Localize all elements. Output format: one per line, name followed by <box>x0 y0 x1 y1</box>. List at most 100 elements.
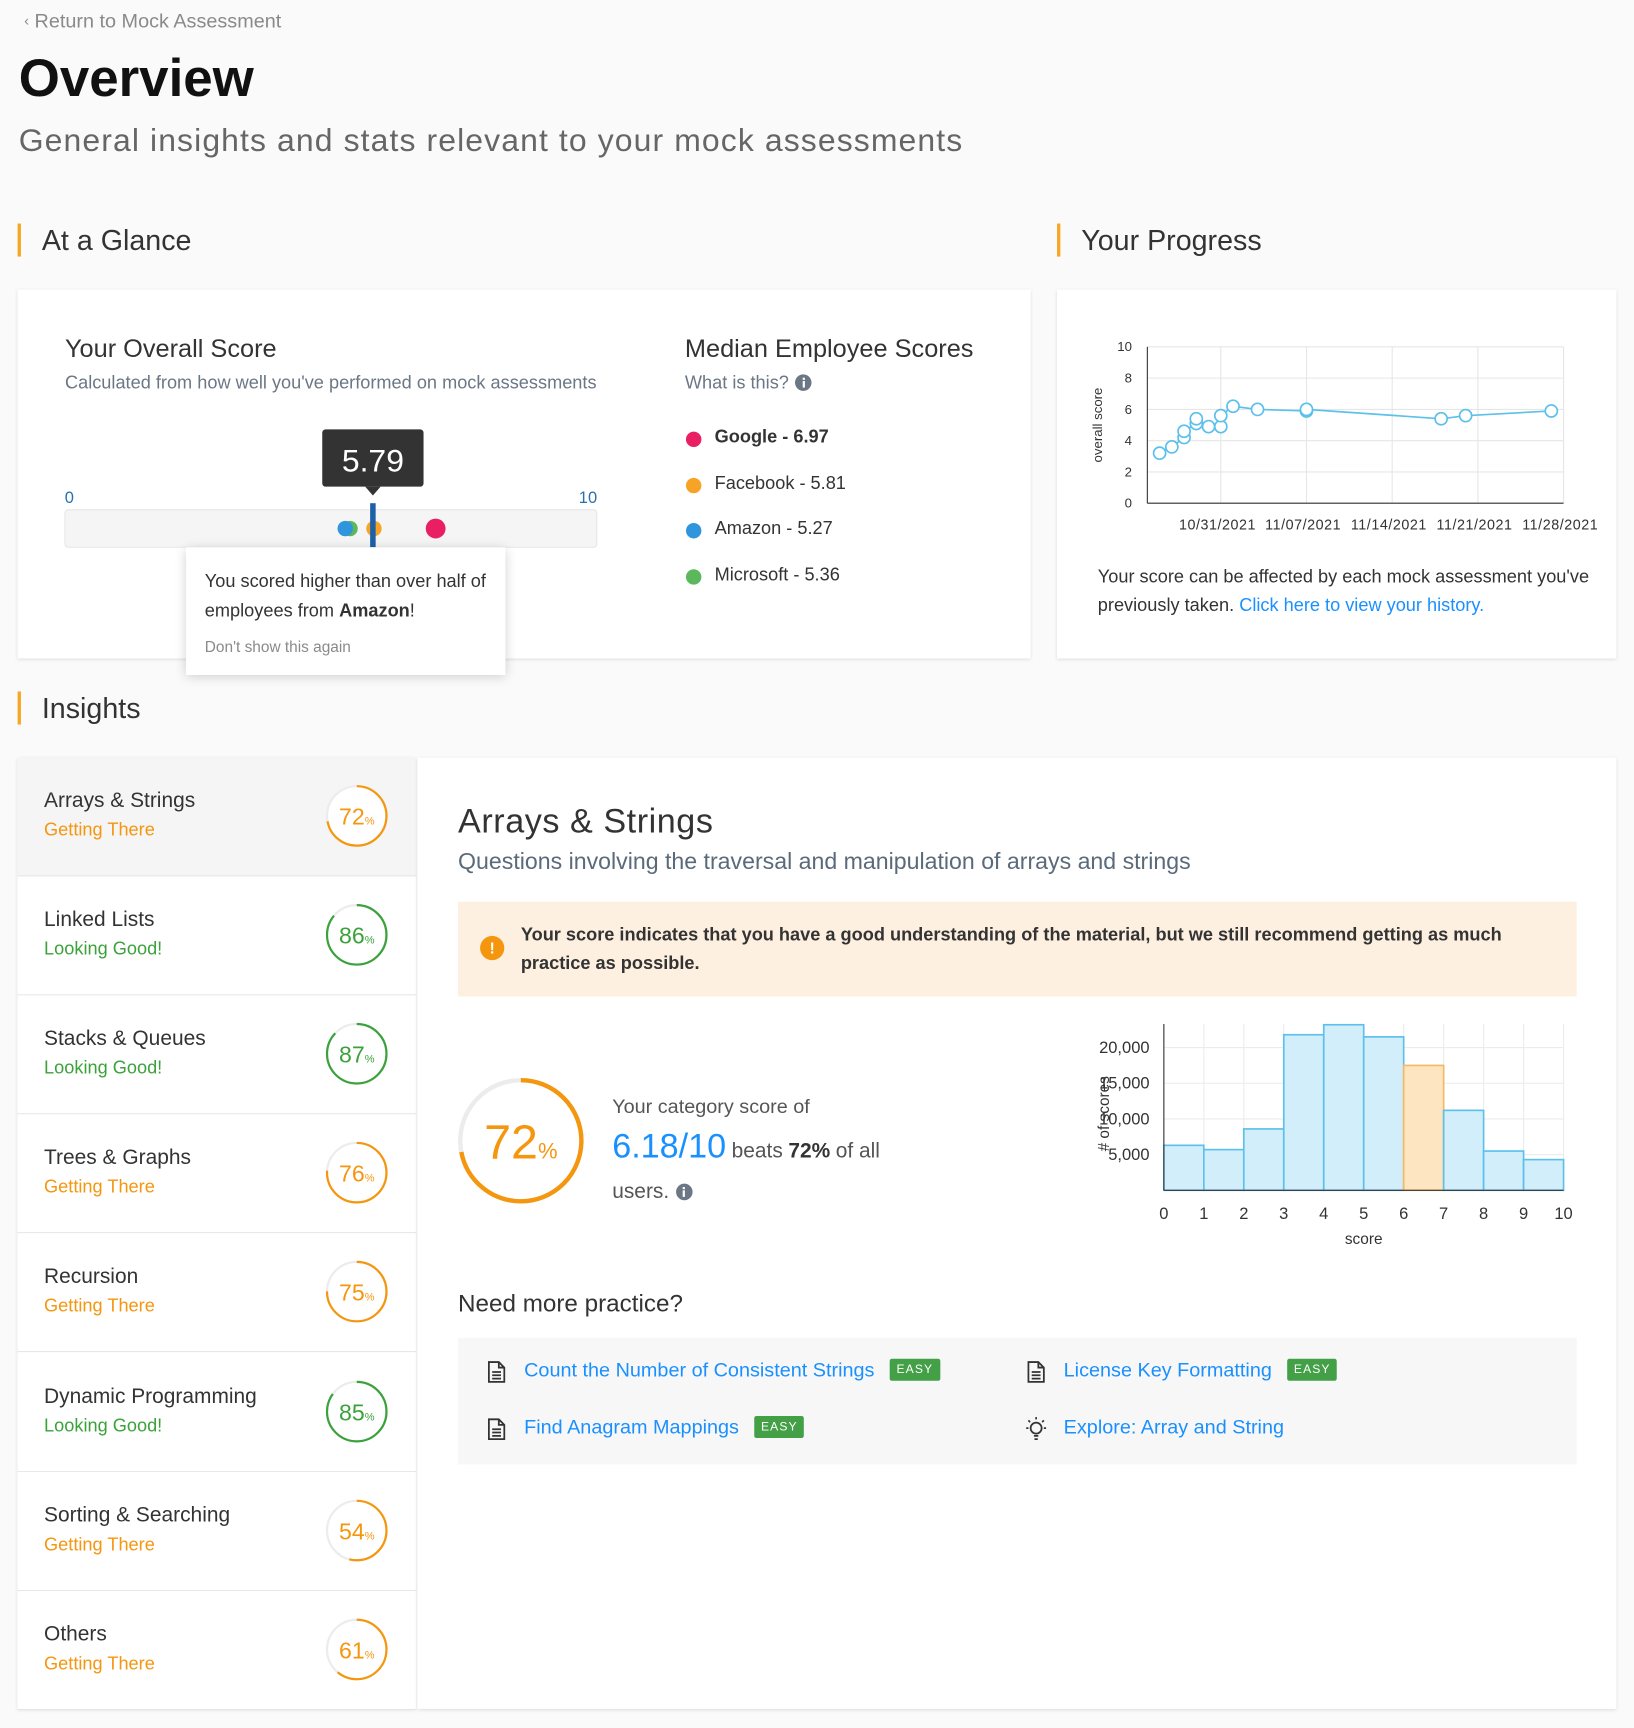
practice-heading: Need more practice? <box>458 1289 683 1317</box>
category-ring: 87% <box>325 1023 388 1085</box>
section-heading: Your Progress <box>1057 223 1262 257</box>
ring-unit: % <box>365 1292 375 1304</box>
ring-label: 72% <box>339 804 375 830</box>
progress-chart: 0 2 4 6 8 10 10/31/2021 11/07/2021 11/14/2021 11/… <box>1090 339 1598 534</box>
section-heading: At a Glance <box>17 223 191 257</box>
y-tick-label: 10,000 <box>1099 1110 1149 1128</box>
histogram-bar <box>1482 1150 1525 1192</box>
x-tick-label: 4 <box>1319 1205 1328 1223</box>
ring-value: 86 <box>339 923 365 949</box>
category-status: Getting There <box>44 1296 155 1317</box>
y-tick-label: 6 <box>1125 402 1132 417</box>
score-lead: Your category score of <box>612 1095 810 1118</box>
y-axis-label: overall score <box>1090 388 1105 463</box>
ring-value: 87 <box>339 1042 365 1068</box>
ring-unit: % <box>365 1411 375 1423</box>
ring-label: 72% <box>484 1115 557 1169</box>
practice-item[interactable]: License Key Formatting EASY <box>1063 1358 1338 1382</box>
practice-link[interactable]: Explore: Array and String <box>1063 1416 1285 1439</box>
doc <box>1027 1361 1045 1383</box>
category-ring: 76% <box>325 1142 388 1204</box>
company-dot <box>685 523 702 539</box>
practice-item[interactable]: Find Anagram Mappings EASY <box>524 1416 805 1439</box>
popover-text: You scored higher than over half of empl… <box>205 567 497 626</box>
category-name[interactable]: Linked Lists <box>44 908 155 932</box>
x-axis-label: score <box>1345 1231 1383 1248</box>
category-name[interactable]: Recursion <box>44 1265 139 1289</box>
overall-title: Your Overall Score <box>64 333 277 363</box>
company-marker <box>337 520 353 537</box>
practice-link[interactable]: Find Anagram Mappings <box>524 1416 739 1439</box>
back-link-text[interactable]: Return to Mock Assessment <box>34 9 282 32</box>
category-status: Looking Good! <box>44 1415 163 1436</box>
popover: You scored higher than over half of empl… <box>186 547 506 675</box>
category-name[interactable]: Arrays & Strings <box>44 789 196 813</box>
y-tick-label: 20,000 <box>1099 1039 1149 1057</box>
category-name[interactable]: Sorting & Searching <box>44 1503 231 1527</box>
ring-label: 85% <box>339 1399 375 1425</box>
x-tick-label: 6 <box>1399 1205 1408 1223</box>
ring-label: 87% <box>339 1042 375 1068</box>
help-text[interactable]: What is this? <box>684 373 789 394</box>
ring-value: 54 <box>339 1518 365 1544</box>
histogram-bar <box>1402 1064 1445 1192</box>
category-ring: 54% <box>325 1499 388 1561</box>
history-link[interactable]: Click here to view your history. <box>1239 595 1485 616</box>
ring-unit: % <box>365 816 375 828</box>
section-heading: Insights <box>17 691 141 725</box>
dismiss-link[interactable]: Don't show this again <box>204 637 351 656</box>
ring-label: 61% <box>339 1637 375 1663</box>
ring-label: 54% <box>339 1518 375 1544</box>
x-tick-label: 11/28/2021 <box>1522 518 1598 534</box>
point <box>1152 446 1167 461</box>
score-pct: 72% <box>788 1139 831 1163</box>
score-value: 5.79 <box>342 442 404 478</box>
score-marker <box>370 503 376 548</box>
ring-arc <box>325 1499 388 1561</box>
company-dot <box>685 431 702 448</box>
practice-link[interactable]: License Key Formatting <box>1063 1358 1272 1381</box>
x-tick-label: 5 <box>1359 1205 1368 1223</box>
company-dot <box>685 569 702 585</box>
alert-icon: ! <box>480 935 505 961</box>
histogram-bar <box>1282 1033 1325 1192</box>
histogram: 5,000 10,000 15,000 20,000 0 1 2 3 4 5 6 7 8 9 10 score… <box>1096 1023 1573 1248</box>
category-name[interactable]: Trees & Graphs <box>44 1146 191 1170</box>
y-tick-label: 2 <box>1125 464 1132 479</box>
score-scale: 0 10 5.79 <box>64 429 598 548</box>
category-name[interactable]: Stacks & Queues <box>44 1027 206 1051</box>
company-label: Microsoft - 5.36 <box>714 564 840 585</box>
category-ring: 86% <box>325 904 388 966</box>
category-name[interactable]: Others <box>44 1622 107 1646</box>
category-status: Getting There <box>44 1653 155 1674</box>
category-ring: 75% <box>325 1261 388 1323</box>
info-icon <box>675 1183 693 1201</box>
difficulty-tag: EASY <box>889 1358 940 1381</box>
help-link[interactable]: What is this? <box>684 373 813 394</box>
practice-link[interactable]: Count the Number of Consistent Strings <box>524 1358 875 1381</box>
doc-icon <box>1027 1361 1045 1383</box>
score-fraction: 6.18/10 <box>612 1126 727 1165</box>
category-ring: 72% <box>325 785 388 847</box>
back-link[interactable]: ‹ Return to Mock Assessment <box>24 9 282 32</box>
y-axis-label: # of scores <box>1096 1076 1113 1152</box>
detail-title: Arrays & Strings <box>458 801 714 841</box>
histogram-bar <box>1522 1158 1565 1192</box>
company-dot <box>685 477 702 493</box>
score-ring: 72% <box>458 1077 584 1204</box>
score-beats: beats <box>731 1139 783 1163</box>
y-tick-label: 5,000 <box>1108 1146 1149 1164</box>
practice-item[interactable]: Explore: Array and String <box>1064 1416 1284 1439</box>
category-status: Getting There <box>44 820 155 841</box>
practice-item[interactable]: Count the Number of Consistent Strings EA… <box>524 1358 940 1382</box>
category-name[interactable]: Dynamic Programming <box>44 1384 257 1408</box>
ring-label: 86% <box>339 923 375 949</box>
point <box>1201 419 1216 434</box>
point <box>1434 411 1449 426</box>
progress-note: Your score can be affected by each mock … <box>1098 563 1593 620</box>
ring-arc <box>325 904 388 966</box>
popover-text: You scored higher than over half of empl… <box>204 571 486 622</box>
category-item[interactable] <box>17 1471 417 1591</box>
ring-value: 76 <box>339 1161 365 1187</box>
